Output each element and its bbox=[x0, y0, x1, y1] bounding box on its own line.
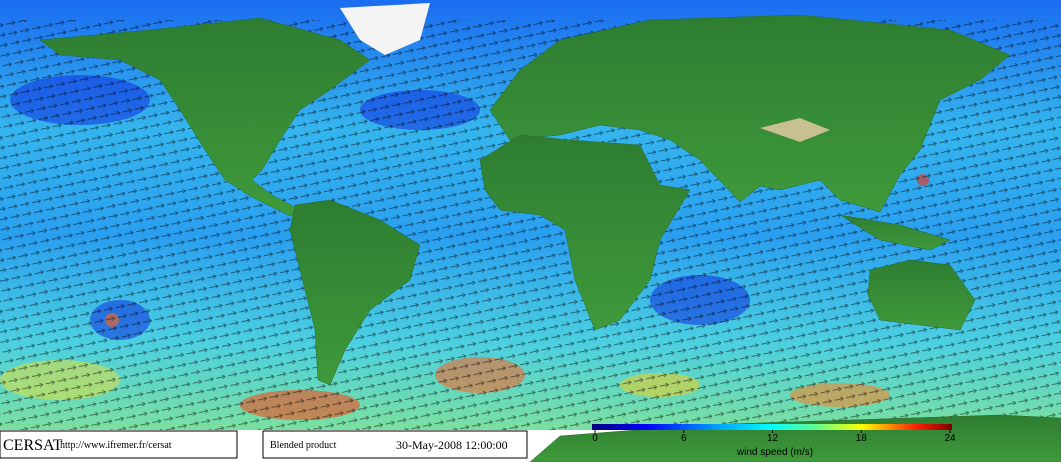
product-box bbox=[262, 430, 528, 459]
logo-box bbox=[0, 430, 238, 459]
colorbar-tick-label: 12 bbox=[767, 433, 779, 444]
colorbar-tick-label: 18 bbox=[856, 433, 868, 444]
url[interactable]: http://www.ifremer.fr/cersat bbox=[60, 440, 172, 451]
colorbar-tick-label: 24 bbox=[944, 433, 956, 444]
product: Blended product bbox=[270, 440, 337, 451]
logo: CERSAT bbox=[3, 437, 63, 454]
colorbar-tick-label: 0 bbox=[592, 433, 598, 444]
colorbar bbox=[592, 424, 952, 430]
plateau bbox=[760, 118, 830, 142]
colorbar-ticks: 0 6 12 18 24 bbox=[592, 430, 956, 444]
greenland bbox=[340, 3, 430, 55]
colorbar-tick-label: 6 bbox=[681, 433, 687, 444]
colorbar-label: wind speed (m/s) bbox=[736, 447, 813, 458]
continents bbox=[39, 14, 1061, 462]
timestamp: 30-May-2008 12:00:00 bbox=[396, 438, 508, 452]
